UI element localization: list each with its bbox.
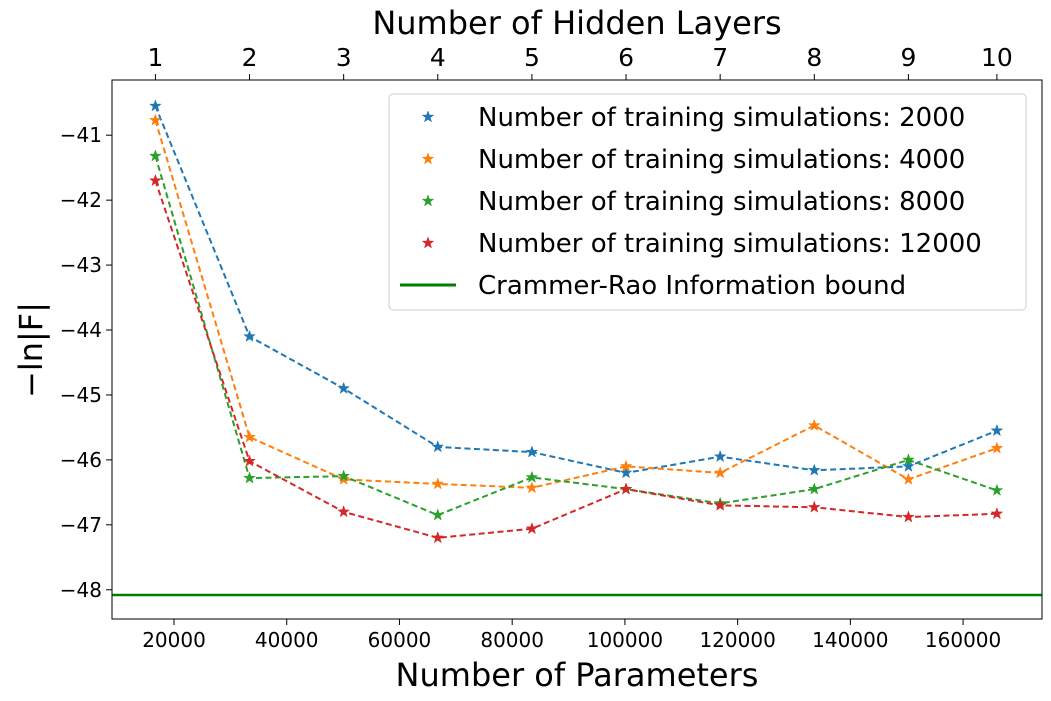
x-tick-label: 120000 xyxy=(699,628,775,652)
series-4-point xyxy=(990,507,1004,520)
series-1-point xyxy=(148,99,162,112)
series-4-point xyxy=(148,173,162,187)
top-tick-label: 8 xyxy=(806,43,822,72)
y-axis-title: −ln|F| xyxy=(12,302,50,398)
x-axis-title: Number of Parameters xyxy=(396,656,759,694)
top-tick-label: 1 xyxy=(147,43,163,72)
series-4-point xyxy=(431,531,445,544)
top-tick-label: 7 xyxy=(712,43,728,72)
series-3-point xyxy=(901,453,915,466)
series-3-point xyxy=(243,471,256,484)
legend-label-bound: Crammer-Rao Information bound xyxy=(478,271,906,301)
legend-label-series-3: Number of training simulations: 8000 xyxy=(478,187,965,217)
series-2-point xyxy=(525,481,539,494)
series-2-point xyxy=(148,113,162,126)
top-tick-label: 9 xyxy=(900,43,916,72)
series-1-point xyxy=(619,466,633,479)
series-4-point xyxy=(337,505,351,518)
legend-label-series-4: Number of training simulations: 12000 xyxy=(478,229,982,259)
series-2-point xyxy=(807,418,821,431)
x-tick-label: 160000 xyxy=(925,628,1001,652)
x-tick-label: 40000 xyxy=(255,628,319,652)
y-tick-label: −47 xyxy=(60,513,102,537)
series-1-point xyxy=(807,463,821,476)
series-1-line xyxy=(154,105,998,474)
series-4-point xyxy=(807,500,821,513)
series-1-point xyxy=(990,423,1004,437)
series-1-point xyxy=(525,445,539,458)
y-tick-label: −42 xyxy=(60,188,102,212)
top-axis-title: Number of Hidden Layers xyxy=(372,4,781,42)
series-4-line xyxy=(154,180,997,539)
series-3-line xyxy=(154,155,998,517)
series-3-point xyxy=(990,483,1004,496)
series-3-point xyxy=(337,469,351,482)
top-tick-label: 4 xyxy=(430,43,446,72)
legend-label-series-1: Number of training simulations: 2000 xyxy=(478,103,965,133)
series-2-point xyxy=(619,459,633,472)
series-2-point xyxy=(431,477,445,490)
series-3-point xyxy=(148,149,162,162)
axes-layer: 20000 40000 60000 80000 100000 120000 140000 16… xyxy=(60,43,1013,652)
y-tick-label: −43 xyxy=(60,253,102,277)
series-4-point xyxy=(243,454,256,467)
series-2-line xyxy=(154,119,998,489)
series-3-point xyxy=(431,508,445,521)
top-tick-label: 5 xyxy=(524,43,540,72)
top-tick-label: 10 xyxy=(981,43,1013,72)
series-1-point xyxy=(431,440,445,453)
plot-frame xyxy=(111,79,1043,620)
x-tick-label: 60000 xyxy=(368,628,432,652)
series-1-point xyxy=(713,449,727,463)
legend: Number of training simulations: 2000 Numb… xyxy=(388,93,1027,311)
legend-box xyxy=(388,93,1027,311)
series-4-point xyxy=(713,498,727,511)
y-tick-label: −45 xyxy=(60,383,102,407)
series-3-point xyxy=(807,482,821,495)
x-tick-label: 80000 xyxy=(480,628,544,652)
y-tick-label: −41 xyxy=(60,123,102,147)
x-tick-label: 20000 xyxy=(142,628,206,652)
series-2-point xyxy=(990,441,1004,454)
series-3-point xyxy=(525,470,539,483)
series-4-point xyxy=(901,510,915,523)
top-tick-label: 2 xyxy=(242,43,258,72)
series-2-point xyxy=(713,466,727,479)
legend-marker-series-1 xyxy=(421,110,435,123)
legend-marker-series-3 xyxy=(421,194,435,207)
x-tick-label: 140000 xyxy=(812,628,888,652)
y-tick-label: −46 xyxy=(60,448,102,472)
series-1-point xyxy=(243,329,256,342)
series-1-point xyxy=(337,381,351,394)
legend-label-series-2: Number of training simulations: 4000 xyxy=(478,145,965,175)
series-2-point xyxy=(243,430,256,443)
x-tick-label: 100000 xyxy=(587,628,663,652)
y-tick-label: −48 xyxy=(60,578,102,602)
series-1-point xyxy=(901,459,915,472)
legend-marker-series-2 xyxy=(421,152,435,165)
top-tick-label: 6 xyxy=(618,43,634,72)
data-layer xyxy=(112,99,1042,597)
series-4-point xyxy=(525,521,539,535)
legend-marker-series-4 xyxy=(421,236,435,249)
series-2-point xyxy=(901,472,915,485)
series-4-point xyxy=(619,482,633,495)
y-tick-label: −44 xyxy=(60,318,102,342)
top-tick-label: 3 xyxy=(336,43,352,72)
